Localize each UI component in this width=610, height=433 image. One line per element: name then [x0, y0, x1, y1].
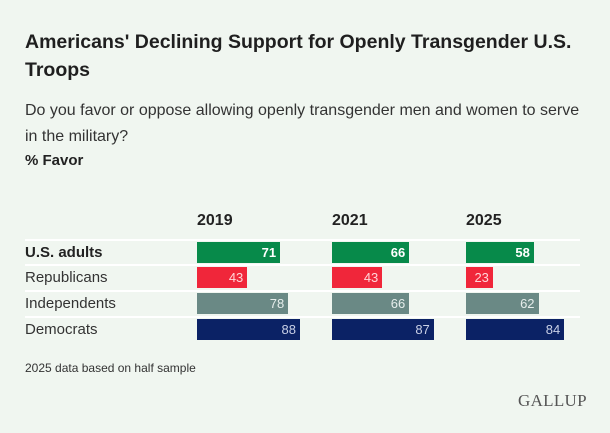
column-header-2019: 2019	[197, 212, 233, 229]
data-label: 71	[261, 245, 277, 260]
row-label: Independents	[25, 295, 116, 312]
data-label: 84	[545, 322, 561, 337]
bar-republicans-2025: 23	[466, 267, 493, 288]
data-label: 62	[520, 296, 535, 311]
data-label: 43	[228, 270, 244, 285]
row-separator	[25, 316, 580, 318]
bar-u-s-adults-2019: 71	[197, 242, 281, 263]
data-label: 78	[269, 296, 285, 311]
data-label: 88	[281, 322, 296, 337]
chart-title: Americans' Declining Support for Openly …	[25, 31, 572, 81]
data-label: 43	[363, 270, 379, 285]
bar-democrats-2019: 88	[197, 319, 300, 340]
bar-independents-2021: 66	[332, 293, 410, 314]
row-separator	[25, 264, 580, 266]
footnote: 2025 data based on half sample	[25, 361, 196, 375]
row-label: Republicans	[25, 269, 108, 286]
data-label: 66	[390, 245, 406, 260]
unit-label: % Favor	[25, 152, 84, 169]
bar-u-s-adults-2021: 66	[332, 242, 410, 263]
gallup-logo: GALLUP	[518, 391, 587, 410]
bar-independents-2025: 62	[466, 293, 539, 314]
data-label: 58	[515, 245, 530, 260]
bar-republicans-2021: 43	[332, 267, 383, 288]
row-separator	[25, 239, 580, 241]
bar-u-s-adults-2025: 58	[466, 242, 534, 263]
bar-democrats-2021: 87	[332, 319, 434, 340]
row-label: Democrats	[25, 321, 98, 338]
bar-democrats-2025: 84	[466, 319, 565, 340]
column-header-2025: 2025	[466, 212, 502, 229]
chart-subtitle: Do you favor or oppose allowing openly t…	[25, 102, 580, 145]
bar-republicans-2019: 43	[197, 267, 248, 288]
bar-independents-2019: 78	[197, 293, 289, 314]
column-header-2021: 2021	[332, 212, 368, 229]
data-label: 87	[415, 322, 430, 337]
row-separator	[25, 290, 580, 292]
data-label: 66	[390, 296, 406, 311]
data-label: 23	[474, 270, 489, 285]
row-label: U.S. adults	[25, 244, 103, 261]
